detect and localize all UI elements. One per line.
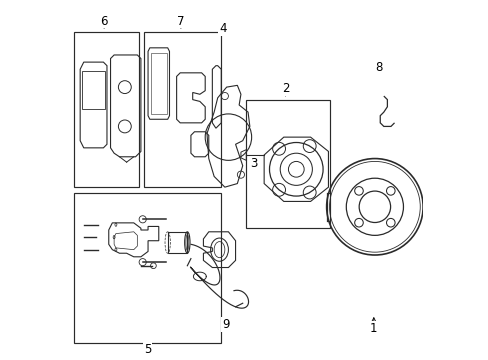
Text: 2: 2 <box>281 82 289 95</box>
Text: 1: 1 <box>369 322 377 335</box>
Bar <box>167 232 187 253</box>
Text: 4: 4 <box>219 22 226 35</box>
Text: 8: 8 <box>375 61 382 74</box>
Text: 7: 7 <box>177 14 184 27</box>
Text: 5: 5 <box>143 343 151 356</box>
Text: 3: 3 <box>250 157 257 170</box>
Text: 9: 9 <box>222 318 229 331</box>
Text: 6: 6 <box>100 14 108 27</box>
